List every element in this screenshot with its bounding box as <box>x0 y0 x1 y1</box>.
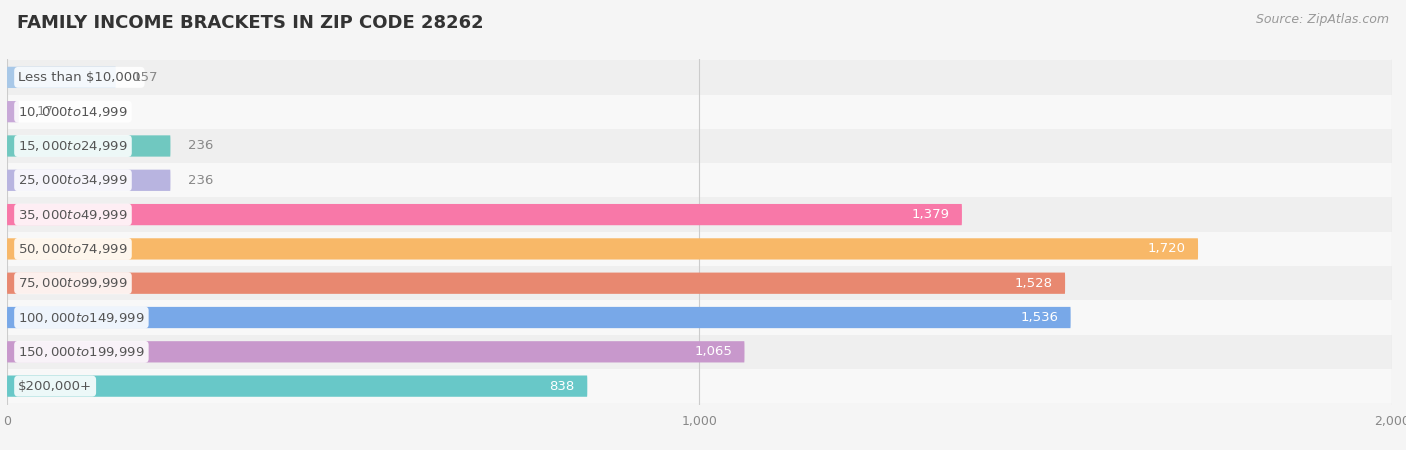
Text: 236: 236 <box>188 140 214 153</box>
Text: $100,000 to $149,999: $100,000 to $149,999 <box>18 310 145 324</box>
Bar <box>0 266 1406 300</box>
Text: $10,000 to $14,999: $10,000 to $14,999 <box>18 105 128 119</box>
Bar <box>0 369 1406 403</box>
Text: $200,000+: $200,000+ <box>18 380 93 393</box>
Text: $15,000 to $24,999: $15,000 to $24,999 <box>18 139 128 153</box>
FancyBboxPatch shape <box>7 273 1066 294</box>
Text: 236: 236 <box>188 174 214 187</box>
Text: 1,065: 1,065 <box>695 345 733 358</box>
Bar <box>0 163 1406 198</box>
Text: 1,379: 1,379 <box>911 208 949 221</box>
Text: $35,000 to $49,999: $35,000 to $49,999 <box>18 207 128 221</box>
FancyBboxPatch shape <box>7 67 115 88</box>
Bar <box>0 300 1406 335</box>
Text: 157: 157 <box>134 71 159 84</box>
Text: Source: ZipAtlas.com: Source: ZipAtlas.com <box>1256 14 1389 27</box>
Text: 838: 838 <box>550 380 575 393</box>
Text: Less than $10,000: Less than $10,000 <box>18 71 141 84</box>
Bar <box>0 335 1406 369</box>
FancyBboxPatch shape <box>7 307 1070 328</box>
FancyBboxPatch shape <box>7 375 588 397</box>
FancyBboxPatch shape <box>7 341 745 362</box>
Text: 1,720: 1,720 <box>1147 243 1185 256</box>
Text: $150,000 to $199,999: $150,000 to $199,999 <box>18 345 145 359</box>
Text: $50,000 to $74,999: $50,000 to $74,999 <box>18 242 128 256</box>
FancyBboxPatch shape <box>7 135 170 157</box>
Text: $75,000 to $99,999: $75,000 to $99,999 <box>18 276 128 290</box>
Text: 1,528: 1,528 <box>1015 277 1053 290</box>
FancyBboxPatch shape <box>7 170 170 191</box>
Text: 1,536: 1,536 <box>1021 311 1059 324</box>
Bar <box>0 198 1406 232</box>
Text: 17: 17 <box>37 105 53 118</box>
Text: $25,000 to $34,999: $25,000 to $34,999 <box>18 173 128 187</box>
FancyBboxPatch shape <box>7 238 1198 260</box>
Bar <box>0 94 1406 129</box>
Bar <box>0 60 1406 94</box>
FancyBboxPatch shape <box>7 204 962 225</box>
Bar <box>0 129 1406 163</box>
Text: FAMILY INCOME BRACKETS IN ZIP CODE 28262: FAMILY INCOME BRACKETS IN ZIP CODE 28262 <box>17 14 484 32</box>
FancyBboxPatch shape <box>7 101 18 122</box>
Bar <box>0 232 1406 266</box>
